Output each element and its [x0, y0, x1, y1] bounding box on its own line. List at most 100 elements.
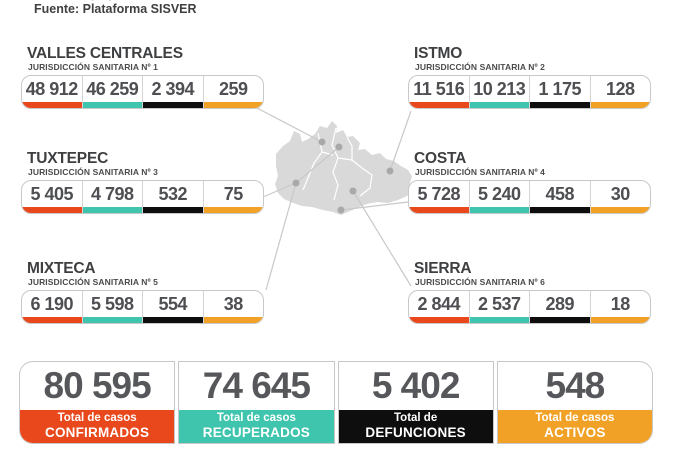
jurisdiction-title: MIXTECA [27, 260, 96, 277]
deaths-value: 554 [158, 294, 188, 315]
active-strip [203, 317, 263, 323]
connector-line-valles-centrales [256, 107, 323, 143]
totals-bar: 80 595 Total de casos CONFIRMADOS 74 645… [19, 361, 653, 444]
total-deaths-band: Total de DEFUNCIONES [338, 410, 493, 443]
recovered-strip [82, 317, 142, 323]
confirmed-strip [22, 207, 82, 213]
recovered-strip [469, 207, 529, 213]
total-confirmed-value: 80 595 [43, 365, 152, 406]
confirmed-strip [409, 207, 469, 213]
active-strip [203, 102, 263, 108]
deaths-value: 2 394 [151, 79, 195, 100]
stat-cell-deaths: 289 [529, 290, 590, 323]
deaths-strip [143, 102, 203, 108]
stat-cell-confirmed: 5 728 [409, 181, 469, 213]
band-label-line1: Total de casos [216, 412, 296, 425]
stat-cell-active: 18 [589, 290, 650, 323]
stat-cell-confirmed: 2 844 [409, 291, 469, 323]
jurisdiction-dot-istmo [386, 167, 394, 175]
jurisdiction-dot-valles-centrales [318, 138, 326, 146]
jurisdiction-card-istmo: ISTMO JURISDICCIÓN SANITARIA Nº 2 11 516… [408, 46, 651, 109]
stat-cell-confirmed: 48 912 [22, 76, 82, 108]
band-label-line2: DEFUNCIONES [365, 425, 466, 441]
stat-cell-recovered: 5 240 [468, 180, 529, 213]
deaths-value: 1 175 [538, 79, 582, 100]
deaths-strip [530, 207, 590, 213]
band-label-line1: Total de casos [57, 412, 137, 425]
active-value: 18 [610, 294, 631, 315]
deaths-value: 289 [545, 294, 575, 315]
stat-cell-recovered: 10 213 [468, 75, 529, 108]
total-confirmed-band: Total de casos CONFIRMADOS [20, 410, 175, 443]
jurisdiction-dot-mixteca [292, 179, 300, 187]
deaths-strip [530, 317, 590, 323]
active-strip [590, 102, 650, 108]
active-value: 259 [218, 79, 248, 100]
jurisdiction-dot-tuxtepec [335, 143, 343, 151]
stat-cell-confirmed: 11 516 [409, 76, 469, 108]
stat-cell-deaths: 458 [529, 180, 590, 213]
stat-box: 11 516 10 213 1 175 128 [408, 74, 651, 109]
confirmed-value: 5 728 [417, 184, 461, 205]
confirmed-value: 5 405 [30, 184, 74, 205]
jurisdiction-card-tuxtepec: TUXTEPEC JURISDICCIÓN SANITARIA Nº 3 5 4… [21, 151, 264, 214]
stat-cell-recovered: 4 798 [81, 180, 142, 213]
band-label-line1: Total de casos [535, 412, 615, 425]
connector-line-costa [340, 201, 409, 211]
total-deaths-card: 5 402 Total de DEFUNCIONES [337, 361, 494, 444]
recovered-strip [82, 102, 142, 108]
total-active-value: 548 [545, 365, 606, 406]
jurisdiction-subtitle: JURISDICCIÓN SANITARIA Nº 2 [415, 61, 546, 72]
jurisdiction-dot-sierra [349, 187, 357, 195]
stat-cell-active: 30 [589, 180, 650, 213]
band-label-line1: Total de [394, 412, 438, 425]
stat-cell-confirmed: 6 190 [22, 291, 82, 323]
deaths-strip [143, 207, 203, 213]
recovered-strip [469, 317, 529, 323]
active-value: 75 [223, 184, 244, 205]
total-active-card: 548 Total de casos ACTIVOS [496, 361, 653, 444]
stat-cell-confirmed: 5 405 [22, 181, 82, 213]
jurisdiction-subtitle: JURISDICCIÓN SANITARIA Nº 3 [28, 166, 159, 177]
jurisdiction-subtitle: JURISDICCIÓN SANITARIA Nº 1 [28, 61, 159, 72]
jurisdiction-subtitle: JURISDICCIÓN SANITARIA Nº 4 [415, 166, 546, 177]
deaths-strip [530, 102, 590, 108]
connector-line-istmo [389, 110, 412, 172]
active-value: 30 [610, 184, 631, 205]
active-value: 128 [605, 79, 635, 100]
stat-cell-active: 75 [202, 180, 263, 213]
stat-cell-deaths: 532 [142, 180, 203, 213]
jurisdiction-card-valles-centrales: VALLES CENTRALES JURISDICCIÓN SANITARIA … [21, 46, 264, 109]
stat-cell-active: 259 [202, 75, 263, 108]
jurisdiction-title: SIERRA [414, 260, 472, 277]
stat-box: 2 844 2 537 289 18 [408, 289, 651, 324]
recovered-value: 4 798 [90, 184, 134, 205]
confirmed-strip [409, 102, 469, 108]
oaxaca-state-shape [275, 121, 413, 215]
confirmed-value: 6 190 [30, 294, 74, 315]
jurisdiction-title: COSTA [414, 150, 467, 167]
deaths-value: 532 [158, 184, 188, 205]
recovered-value: 46 259 [86, 79, 139, 100]
connector-line-mixteca [265, 182, 297, 291]
jurisdiction-card-sierra: SIERRA JURISDICCIÓN SANITARIA Nº 6 2 844… [408, 261, 651, 324]
stat-box: 48 912 46 259 2 394 259 [21, 74, 264, 109]
recovered-value: 10 213 [473, 79, 526, 100]
total-recovered-value: 74 645 [202, 365, 311, 406]
active-strip [203, 207, 263, 213]
jurisdiction-subtitle: JURISDICCIÓN SANITARIA Nº 6 [415, 276, 546, 287]
region-borders [302, 127, 373, 201]
deaths-strip [143, 317, 203, 323]
stat-box: 5 728 5 240 458 30 [408, 179, 651, 214]
active-value: 38 [223, 294, 244, 315]
confirmed-strip [22, 317, 82, 323]
stat-cell-deaths: 554 [142, 290, 203, 323]
confirmed-value: 2 844 [417, 294, 461, 315]
stat-box: 5 405 4 798 532 75 [21, 179, 264, 214]
jurisdiction-title: VALLES CENTRALES [27, 45, 183, 62]
jurisdiction-title: ISTMO [414, 45, 463, 62]
stat-cell-recovered: 5 598 [81, 290, 142, 323]
report-date-clipped: Fecha: 02/10/2020 [34, 0, 140, 3]
